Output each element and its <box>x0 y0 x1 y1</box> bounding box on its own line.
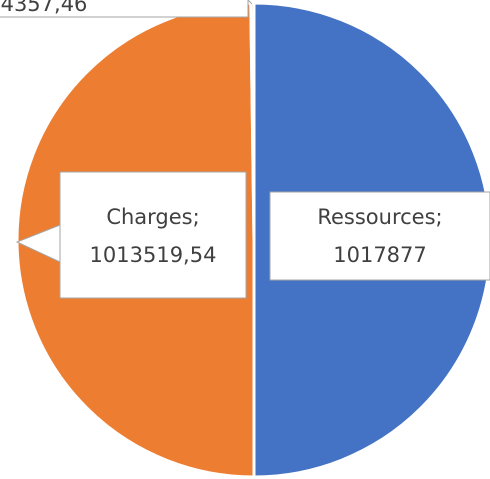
label-separator: ; <box>436 205 443 229</box>
category-name: Charges <box>106 205 192 229</box>
category-name: Ressources <box>317 205 435 229</box>
label-separator: ; <box>193 205 200 229</box>
data-label-value: 1013519,54 <box>90 243 217 267</box>
label-box <box>269 191 490 281</box>
data-label-category: Ressources; <box>317 205 442 229</box>
data-label-value: 4357,46 <box>1 0 88 16</box>
label-callout <box>15 224 61 263</box>
data-label-value: 1017877 <box>333 243 427 267</box>
label-box <box>0 0 249 18</box>
label-box <box>59 171 247 299</box>
data-label-category: Charges; <box>106 205 199 229</box>
label-callout <box>247 0 253 5</box>
